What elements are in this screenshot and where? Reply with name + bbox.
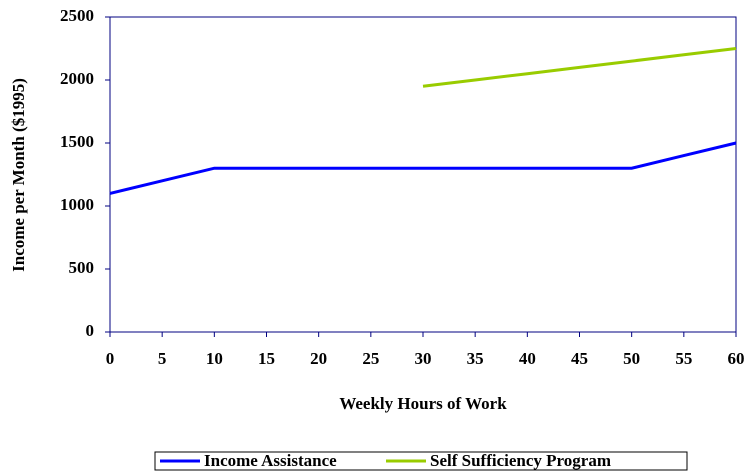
y-tick-label: 0 [86,321,95,340]
x-tick-label: 5 [158,349,167,368]
y-axis-title: Income per Month ($1995) [9,78,28,272]
legend-label: Income Assistance [204,451,337,470]
y-tick-label: 500 [69,258,95,277]
x-tick-label: 50 [623,349,640,368]
series-line [422,47,737,88]
legend-label: Self Sufficiency Program [430,451,611,470]
y-tick-label: 2000 [60,69,94,88]
x-tick-label: 30 [415,349,432,368]
y-tick-label: 1000 [60,195,94,214]
x-tick-label: 35 [467,349,484,368]
x-tick-label: 40 [519,349,536,368]
x-tick-label: 15 [258,349,275,368]
x-tick-label: 25 [362,349,379,368]
series-line [109,141,737,195]
x-tick-label: 60 [728,349,745,368]
y-tick-label: 2500 [60,6,94,25]
x-tick-label: 0 [106,349,115,368]
y-tick-label: 1500 [60,132,94,151]
x-tick-label: 45 [571,349,588,368]
x-tick-label: 20 [310,349,327,368]
x-tick-label: 55 [675,349,692,368]
x-axis-title: Weekly Hours of Work [339,394,507,413]
x-tick-label: 10 [206,349,223,368]
plot-area [109,16,737,333]
